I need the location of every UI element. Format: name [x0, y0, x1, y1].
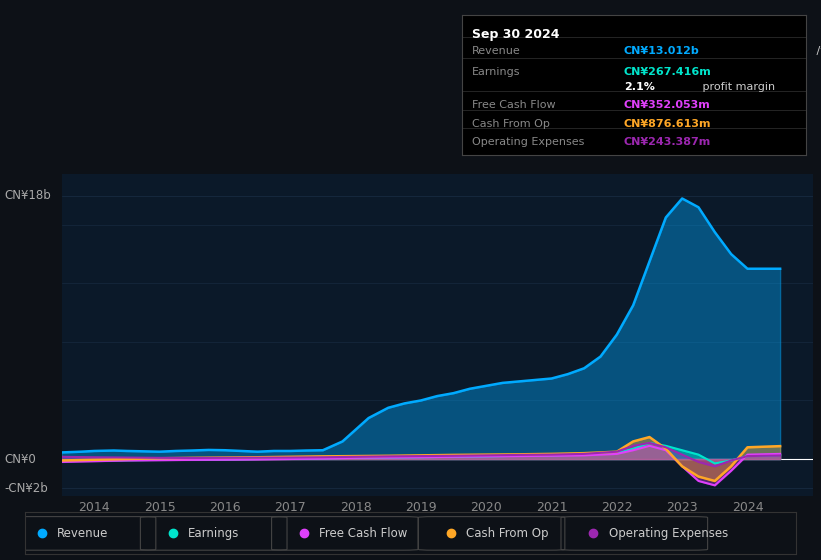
Text: /yr: /yr: [813, 46, 821, 56]
Text: Operating Expenses: Operating Expenses: [472, 137, 585, 147]
Text: Earnings: Earnings: [188, 527, 240, 540]
Text: Cash From Op: Cash From Op: [466, 527, 548, 540]
Text: Cash From Op: Cash From Op: [472, 119, 550, 129]
Text: Earnings: Earnings: [472, 67, 521, 77]
Text: CN¥267.416m: CN¥267.416m: [624, 67, 712, 77]
Text: Revenue: Revenue: [57, 527, 108, 540]
Text: CN¥18b: CN¥18b: [4, 189, 51, 202]
Text: Sep 30 2024: Sep 30 2024: [472, 27, 560, 41]
Text: Operating Expenses: Operating Expenses: [609, 527, 728, 540]
Text: profit margin: profit margin: [699, 82, 776, 92]
Text: -CN¥2b: -CN¥2b: [4, 482, 48, 495]
Text: CN¥243.387m: CN¥243.387m: [624, 137, 711, 147]
Text: CN¥13.012b: CN¥13.012b: [624, 46, 699, 56]
Text: CN¥352.053m: CN¥352.053m: [624, 100, 710, 110]
Text: 2.1%: 2.1%: [624, 82, 654, 92]
Text: Revenue: Revenue: [472, 46, 521, 56]
Text: Free Cash Flow: Free Cash Flow: [319, 527, 408, 540]
Text: Free Cash Flow: Free Cash Flow: [472, 100, 556, 110]
Text: CN¥876.613m: CN¥876.613m: [624, 119, 711, 129]
Text: CN¥0: CN¥0: [4, 452, 36, 465]
